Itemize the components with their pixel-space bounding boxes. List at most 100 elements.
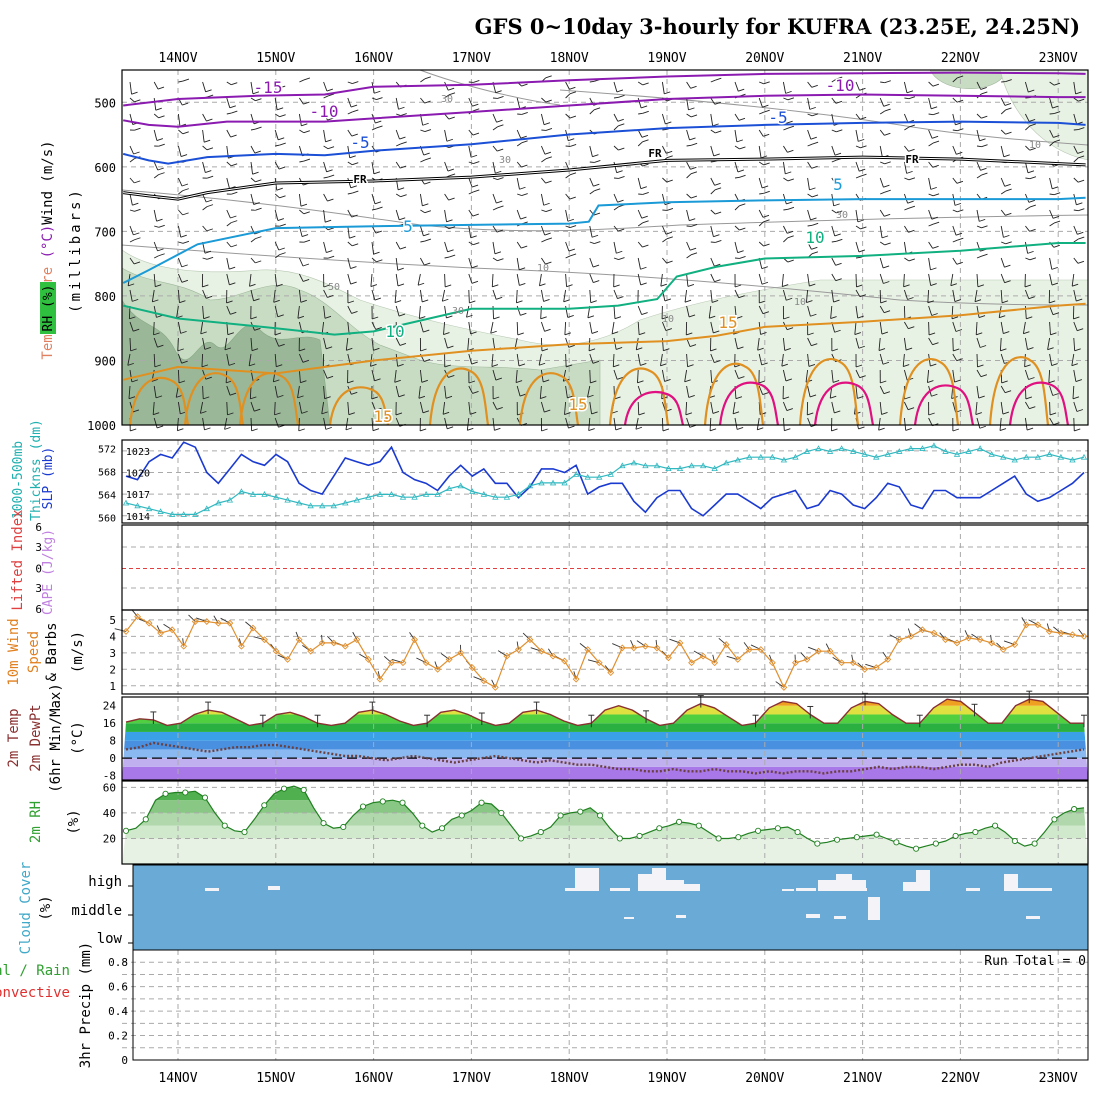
wind10m-marker — [122, 627, 130, 635]
wind-barb — [783, 97, 789, 101]
wind-barb-flag — [132, 298, 139, 302]
wind-barb-flag — [178, 380, 186, 384]
thickness-marker — [503, 493, 511, 500]
wind-barb-flag — [472, 132, 480, 136]
wind-barb-flag — [181, 183, 189, 187]
wind-barb-flag — [614, 316, 622, 320]
wind-barb — [928, 305, 933, 316]
wind-barb-flag — [956, 151, 963, 155]
wind-barb-flag — [927, 300, 934, 304]
wind-barb — [758, 209, 764, 218]
wind-barb-flag — [327, 227, 335, 231]
wind-barb — [420, 159, 426, 163]
wind-barb-flag — [157, 86, 165, 90]
wind-barb — [565, 93, 571, 99]
thickness-marker — [849, 448, 857, 454]
wind-barb — [1073, 113, 1078, 125]
wind-barb-flag — [376, 97, 383, 101]
wind-barb — [444, 161, 449, 172]
wind-barb — [129, 209, 135, 212]
wind-barb-flag — [811, 246, 818, 250]
wind-barb — [952, 225, 957, 236]
wind-barb-flag — [784, 428, 791, 432]
wind-barb — [758, 221, 764, 227]
wind10m-tick: 2 — [109, 663, 116, 676]
wind-barb — [976, 209, 980, 222]
wind-barb — [999, 417, 1002, 431]
wind-barb-flag — [614, 396, 621, 400]
wind-barb-flag — [205, 89, 212, 93]
thickness-marker — [249, 491, 257, 497]
wind-barb-flag — [1005, 107, 1012, 111]
rh2m-marker — [201, 794, 209, 801]
thickness-marker — [134, 502, 141, 509]
wind-barb — [226, 177, 230, 189]
wind-barb — [831, 177, 837, 185]
cape-label: CAPE (J/kg) — [41, 529, 56, 615]
wind-barb-flag — [684, 379, 691, 383]
wind-barb-flag — [254, 150, 261, 154]
wind-barb-flag — [811, 113, 819, 117]
wind-barb-flag — [569, 86, 576, 90]
wind-barb — [250, 177, 256, 183]
wind-barb — [226, 257, 230, 270]
wind-barb-flag — [1075, 379, 1083, 383]
wind-barb-flag — [279, 195, 286, 199]
wind-barb-flag — [1029, 228, 1036, 232]
wind-barb — [638, 112, 643, 115]
wind10m-barb — [990, 634, 993, 643]
wind-barb-flag — [154, 364, 161, 368]
wind-barb — [613, 289, 618, 299]
wind-barb-flag — [786, 201, 793, 205]
wind-barb — [734, 289, 740, 298]
precip-tick: 0.6 — [108, 981, 128, 994]
wind-barb — [732, 401, 736, 414]
rh2m-marker — [913, 845, 920, 852]
wind-barb — [468, 321, 472, 335]
day-label-top: 23NOV — [1039, 51, 1078, 66]
wind-barb-flag — [230, 134, 237, 138]
wind-barb-flag — [640, 105, 648, 109]
wind-barb-flag — [1005, 131, 1012, 135]
wind-barb-flag — [399, 343, 407, 346]
li-tick: 0 — [35, 563, 42, 576]
rh2m-unit: (%) — [66, 809, 82, 834]
wind-barb-flag — [469, 300, 476, 304]
precip-tick: 0 — [121, 1054, 128, 1067]
wind-barb-flag — [884, 80, 891, 84]
wind-barb-flag — [689, 247, 697, 251]
wind-barb — [298, 289, 302, 303]
wind-barb-flag — [545, 237, 553, 241]
wind-barb — [952, 239, 958, 243]
wind10m-marker — [561, 657, 569, 665]
wind-barb-flag — [880, 300, 887, 304]
wind10m-marker — [815, 647, 822, 655]
wind-barb-flag — [713, 234, 720, 238]
wind-barb — [200, 321, 204, 334]
wind-barb-flag — [928, 412, 935, 416]
wind10m-barb — [491, 679, 496, 688]
wind-barb — [347, 305, 352, 314]
wind10m-marker — [838, 659, 846, 667]
wind-barb-flag — [1071, 363, 1078, 367]
wind-barb — [855, 113, 861, 120]
wind-barb-flag — [860, 173, 867, 177]
wind-barb-flag — [298, 428, 305, 432]
wind-barb-flag — [300, 203, 308, 207]
wind-barb-flag — [1027, 170, 1035, 174]
wind-barb-flag — [715, 240, 722, 243]
thickness-marker — [480, 491, 487, 497]
wind-barb-flag — [690, 114, 698, 118]
wind-barb — [540, 401, 545, 413]
wind-barb — [831, 97, 837, 104]
wind-barb — [686, 209, 690, 221]
wind-barb — [635, 417, 639, 430]
wind-barb-flag — [618, 123, 625, 127]
wind10m-marker — [330, 639, 338, 647]
wind-barb-flag — [394, 379, 401, 383]
wind-barb-flag — [687, 364, 694, 368]
wind-barb-flag — [860, 145, 867, 149]
wind-barb-flag — [979, 345, 987, 348]
rh2m-label: 2m RH — [28, 801, 44, 843]
wind10m-marker — [168, 626, 176, 634]
